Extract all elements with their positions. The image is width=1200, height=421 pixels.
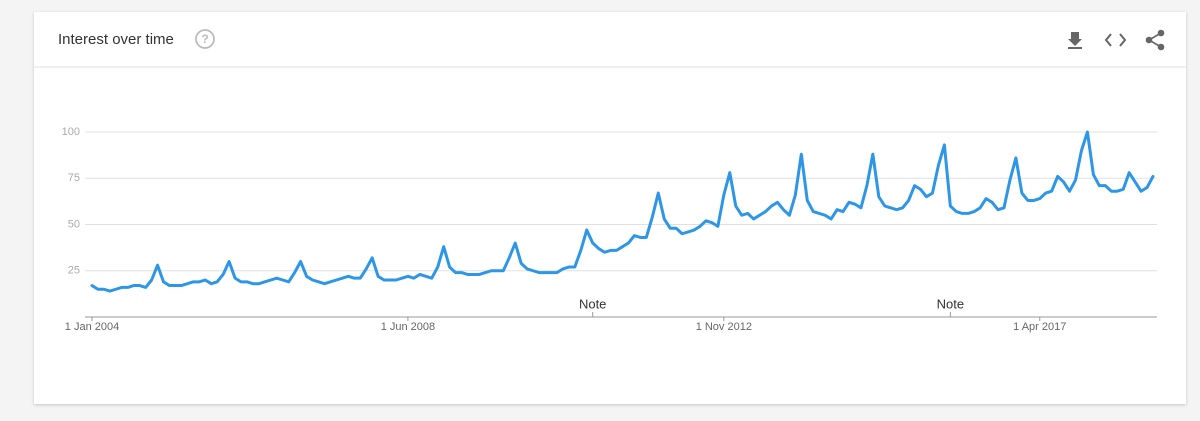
embed-icon[interactable]	[1104, 33, 1127, 47]
card	[34, 12, 1186, 404]
y-tick-label: 75	[68, 172, 80, 184]
trend-line	[90, 130, 1155, 293]
y-tick-label: 50	[68, 218, 80, 230]
download-icon[interactable]	[1068, 32, 1082, 49]
chart-title: Interest over time	[58, 31, 174, 48]
svg-text:?: ?	[201, 32, 208, 46]
help-icon[interactable]: ?	[195, 29, 215, 49]
annotation-label: Note	[937, 296, 964, 311]
x-tick-label: 1 Apr 2017	[1013, 321, 1066, 333]
annotation-label: Note	[579, 296, 606, 311]
x-tick-label: 1 Jun 2008	[381, 321, 435, 333]
x-tick-label: 1 Nov 2012	[696, 321, 752, 333]
y-tick-label: 25	[68, 265, 80, 277]
share-icon[interactable]	[1145, 29, 1165, 51]
x-tick-label: 1 Jan 2004	[65, 321, 119, 333]
y-tick-label: 100	[62, 126, 80, 138]
